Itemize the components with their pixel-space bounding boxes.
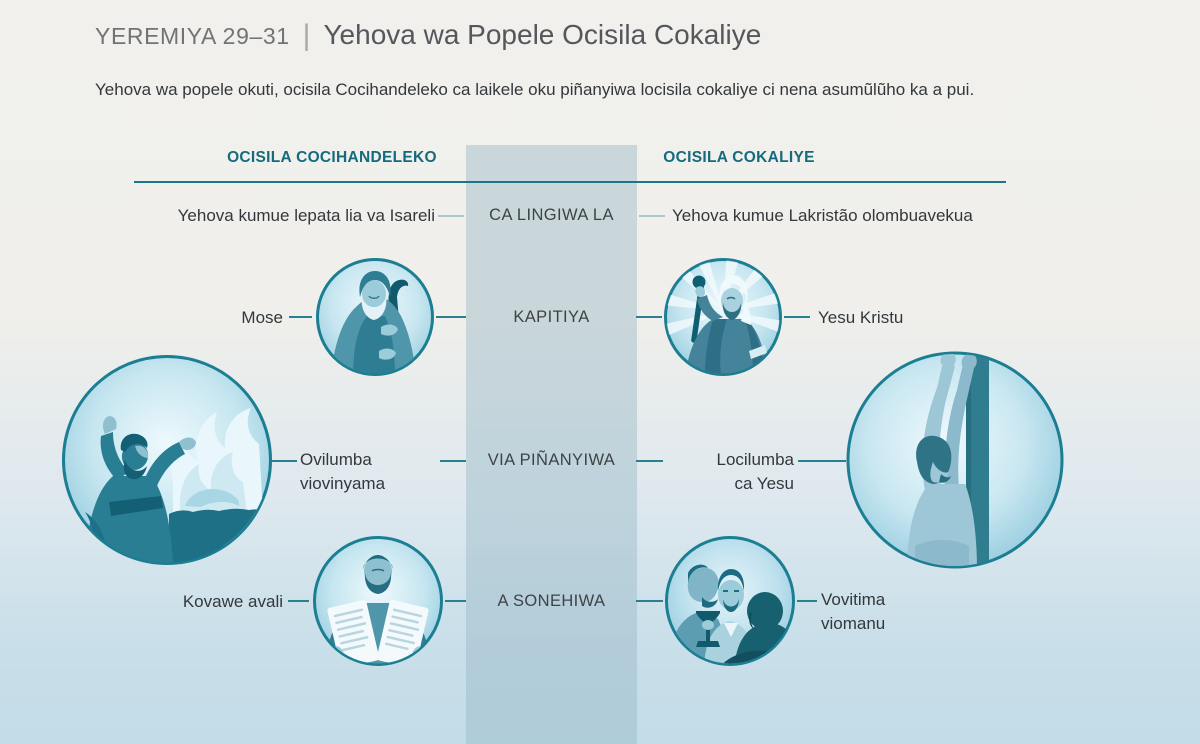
column-header-new-covenant: OCISILA COKALIYE: [663, 149, 815, 166]
row-mediator-left-label: Mose: [241, 308, 283, 327]
row-written-center-label: A SONEHIWA: [497, 592, 606, 610]
row-written-left-label: Kovawe avali: [182, 592, 283, 611]
header-separator: |: [302, 19, 311, 52]
connector-line: [636, 316, 662, 318]
row-made-with-left-label: Yehova kumue lepata lia va Isareli: [177, 206, 435, 225]
jesus-with-scepter-icon: [661, 255, 785, 379]
row-written-right-label: Vovitima viomanu: [821, 590, 886, 633]
row-mediator-center-label: KAPITIYA: [513, 308, 590, 326]
priest-burnt-offering-icon: [61, 354, 273, 566]
connector-line: [438, 215, 464, 217]
lords-evening-meal-icon: [662, 533, 798, 669]
connector-line: [288, 600, 309, 602]
connector-line: [797, 600, 817, 602]
row-mediator-right-label: Yesu Kristu: [818, 308, 904, 327]
row-made-with-right-label: Yehova kumue Lakristão olombuavekua: [672, 206, 973, 225]
header-rule: [134, 181, 1006, 183]
row-validated-center-label: VIA PIÑANYIWA: [487, 451, 616, 469]
page-header: YEREMIYA 29–31 | Yehova wa Popele Ocisil…: [95, 18, 761, 52]
jesus-on-stake-icon: [845, 350, 1065, 570]
moses-with-staff-icon: [313, 255, 437, 379]
connector-line: [440, 460, 466, 462]
connector-line: [784, 316, 810, 318]
connector-line: [436, 316, 466, 318]
center-comparison-band: [466, 145, 637, 744]
scripture-reference: YEREMIYA 29–31: [95, 23, 290, 49]
connector-line: [798, 460, 846, 462]
row-made-with-center-label: CA LINGIWA LA: [489, 206, 614, 224]
man-holding-two-tablets-icon: [310, 533, 446, 669]
row-validated-right-label: Locilumba ca Yesu: [716, 450, 795, 493]
connector-line: [639, 215, 665, 217]
connector-line: [636, 460, 663, 462]
page-title: Yehova wa Popele Ocisila Cokaliye: [323, 19, 762, 50]
row-validated-left-label: Ovilumba viovinyama: [300, 450, 386, 493]
column-header-old-covenant: OCISILA COCIHANDELEKO: [227, 149, 437, 166]
connector-line: [289, 316, 312, 318]
connector-line: [445, 600, 466, 602]
connector-line: [272, 460, 297, 462]
intro-text: Yehova wa popele okuti, ocisila Cocihand…: [95, 80, 975, 99]
connector-line: [636, 600, 663, 602]
